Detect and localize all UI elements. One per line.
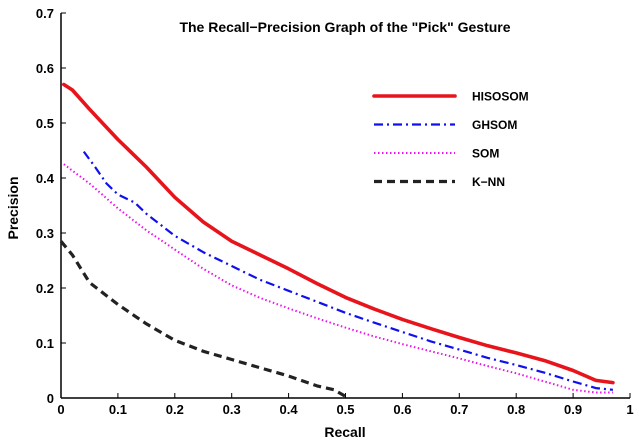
x-tick-label: 0.9 <box>564 402 582 417</box>
x-tick-label: 0.1 <box>109 402 127 417</box>
legend-label-ghsom: GHSOM <box>472 118 517 132</box>
legend: HISOSOM GHSOM SOM K−NN <box>372 90 529 189</box>
y-tick-label: 0 <box>47 391 54 406</box>
y-tick-label: 0.3 <box>36 226 54 241</box>
chart-title: The Recall−Precision Graph of the "Pick"… <box>179 19 510 35</box>
y-tick-label: 0.5 <box>36 116 54 131</box>
x-tick-label: 0.6 <box>393 402 411 417</box>
series-line-som <box>63 163 613 394</box>
y-tick-label: 0.1 <box>36 336 54 351</box>
x-tick-label: 0.3 <box>223 402 241 417</box>
y-tick-label: 0.6 <box>36 61 54 76</box>
series-lines <box>59 82 615 398</box>
y-axis-title: Precision <box>5 176 21 239</box>
legend-label-k-nn: K−NN <box>472 175 505 189</box>
x-tick-label: 0.8 <box>507 402 525 417</box>
series-line-k-nn <box>59 240 347 398</box>
x-tick-label: 0.4 <box>280 402 299 417</box>
x-tick-label: 0.7 <box>450 402 468 417</box>
series-line-ghsom <box>82 150 614 391</box>
legend-label-hisosom: HISOSOM <box>472 90 529 104</box>
x-tick-label: 0.2 <box>166 402 184 417</box>
legend-label-som: SOM <box>472 147 499 161</box>
y-tick-label: 0.4 <box>36 171 55 186</box>
x-axis-title: Recall <box>324 424 365 440</box>
y-tick-label: 0.7 <box>36 6 54 21</box>
series-line-hisosom <box>61 82 615 385</box>
axes: 0 0.1 0.2 0.3 0.4 0.5 0.6 0.7 0.8 0.9 1 0 0.1 0.2 0.3 0… <box>36 6 634 417</box>
x-tick-label: 1 <box>626 402 633 417</box>
x-tick-label: 0.5 <box>336 402 354 417</box>
x-tick-label: 0 <box>57 402 64 417</box>
y-tick-label: 0.2 <box>36 281 54 296</box>
